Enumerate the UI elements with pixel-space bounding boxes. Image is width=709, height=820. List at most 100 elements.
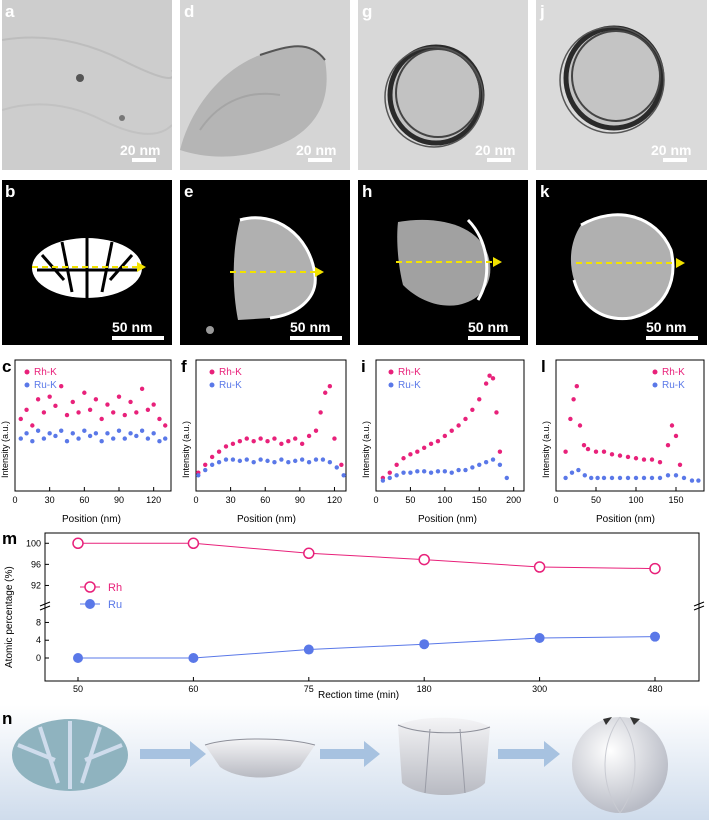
data-point-rh — [456, 423, 461, 428]
haadf-image-e — [180, 180, 350, 345]
line-scan-f: Intensity (a.u.) Position (nm) 0 30 60 90 12… — [181, 359, 347, 525]
data-point-ru — [449, 470, 454, 475]
scale-bar-a — [132, 158, 156, 162]
x-tick-label: 60 — [79, 495, 89, 505]
data-point-rh — [394, 462, 399, 467]
tem-image-j — [536, 0, 707, 170]
panel-letter-a: a — [5, 2, 15, 21]
data-point-rh — [577, 423, 583, 428]
data-point-ru — [470, 465, 475, 470]
data-point-rh — [568, 416, 573, 422]
data-point-ru — [595, 475, 600, 481]
scale-label-d: 20 nm — [296, 142, 337, 158]
yticks-m: 100 96 92 8 4 0 — [26, 538, 49, 663]
scale-label-e: 50 nm — [290, 319, 331, 335]
x-tick-label: 150 — [668, 495, 683, 505]
legend-marker-rh-i — [388, 369, 394, 375]
legend-marker-rh-c — [24, 369, 30, 375]
data-point-ru — [463, 467, 468, 473]
data-point-rh — [244, 436, 249, 441]
panel-letter-h: h — [362, 182, 373, 201]
x-tick-label: 90 — [295, 495, 305, 505]
data-point-rh — [483, 381, 489, 386]
data-point-ru — [665, 473, 671, 478]
ylabel-c: Intensity (a.u.) — [0, 421, 10, 478]
series-point-rh — [303, 547, 315, 560]
data-point-rh — [435, 439, 441, 444]
data-point-ru — [265, 458, 270, 464]
legend-rh-f: Rh-K — [219, 367, 242, 378]
data-point-ru — [70, 431, 75, 436]
data-point-rh — [53, 403, 58, 409]
x-tick-label-m: 480 — [647, 684, 662, 694]
plot-frame-c — [14, 359, 172, 492]
atomic-percentage-chart: Atomic percentage (%) Rection time (min)… — [4, 532, 705, 701]
data-point-rh — [665, 442, 671, 448]
panel-letter-j: j — [540, 2, 545, 21]
x-tick-label: 50 — [405, 495, 415, 505]
axis-break-right-1 — [693, 601, 705, 607]
tem-image-g — [358, 0, 528, 170]
data-point-ru — [657, 475, 663, 481]
data-point-ru — [609, 475, 615, 481]
data-point-rh — [87, 407, 93, 412]
data-point-rh — [76, 410, 81, 415]
ylabel-m: Atomic percentage (%) — [4, 566, 15, 668]
legend-ru-f: Ru-K — [219, 380, 242, 391]
scale-bar-h — [468, 336, 520, 340]
haadf-image-k — [536, 180, 707, 345]
scale-bar-b — [112, 336, 164, 340]
data-point-ru — [41, 436, 47, 441]
data-point-ru — [334, 465, 339, 470]
data-point-rh — [487, 373, 492, 378]
data-point-rh — [571, 397, 576, 402]
data-point-rh — [593, 449, 599, 454]
data-point-rh — [105, 402, 110, 407]
x-tick-label: 60 — [260, 495, 270, 505]
nanocup-shape-e — [206, 216, 324, 334]
data-point-rh — [477, 397, 482, 402]
data-point-rh — [163, 423, 168, 428]
data-point-rh — [449, 428, 454, 433]
data-point-rh — [497, 449, 503, 454]
panel-letter-i: i — [361, 357, 366, 376]
data-point-rh — [59, 384, 64, 389]
data-point-rh — [470, 407, 475, 412]
panel-letter-l: l — [541, 357, 546, 376]
data-point-rh — [490, 376, 496, 381]
data-point-rh — [272, 436, 277, 441]
scale-label-b: 50 nm — [112, 319, 153, 335]
data-point-rh — [581, 442, 587, 448]
data-point-rh — [299, 441, 305, 447]
data-point-ru — [237, 458, 243, 464]
data-point-ru — [563, 475, 568, 481]
data-point-rh — [24, 407, 29, 412]
x-tick-label: 120 — [327, 495, 342, 505]
data-point-rh — [265, 439, 270, 444]
data-point-rh — [609, 452, 615, 457]
data-point-ru — [576, 467, 581, 473]
data-point-ru — [582, 473, 587, 478]
points-l — [563, 384, 701, 483]
data-point-rh — [237, 439, 243, 444]
series-line-ru — [78, 636, 656, 659]
y-tick-label-lower: 8 — [36, 617, 41, 627]
data-point-rh — [134, 410, 139, 415]
series-point-ru — [73, 653, 83, 663]
line-scan-c: Intensity (a.u.) Position (nm) 0 30 60 90 12… — [0, 359, 172, 525]
data-point-rh — [209, 454, 215, 460]
line-scan-l: Intensity (a.u.) Position (nm) 0 50 100 150… — [541, 359, 705, 525]
x-tick-label: 100 — [628, 495, 643, 505]
data-point-rh — [494, 410, 499, 415]
xlabel-m: Rection time (min) — [318, 690, 399, 701]
plot-frame-l — [555, 359, 705, 492]
arrow-3 — [498, 741, 560, 767]
panel-letter-b: b — [5, 182, 16, 201]
data-point-rh — [463, 416, 468, 422]
data-point-ru — [380, 478, 386, 483]
x-tick-label-m: 60 — [188, 684, 198, 694]
data-point-ru — [394, 473, 399, 478]
series-point-ru — [188, 653, 199, 663]
y-tick-label-lower: 0 — [36, 653, 41, 663]
data-point-ru — [327, 459, 333, 465]
